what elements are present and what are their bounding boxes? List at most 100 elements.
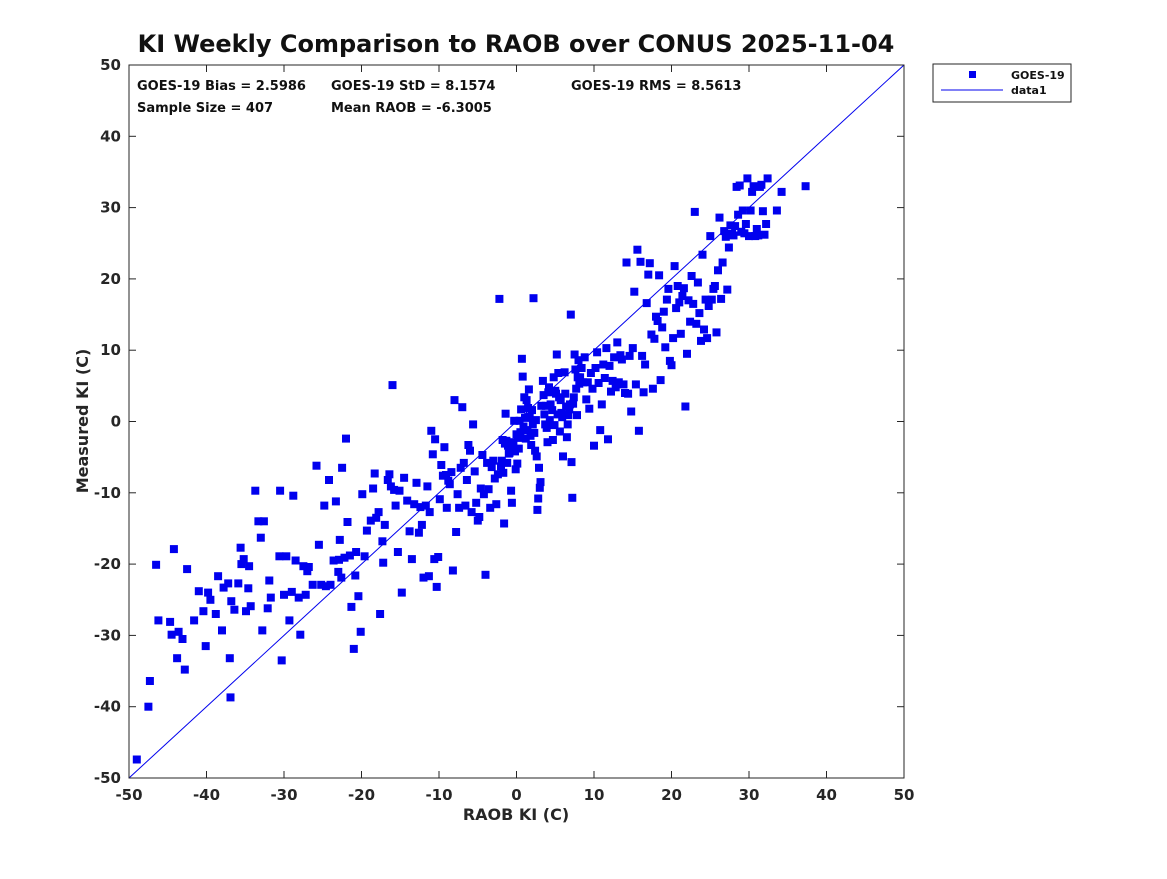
data-point	[572, 384, 581, 393]
data-point	[132, 755, 141, 764]
data-point	[388, 381, 397, 390]
data-point	[650, 334, 659, 343]
data-point	[528, 406, 536, 415]
data-point	[611, 383, 620, 392]
data-point	[524, 385, 533, 394]
data-point	[356, 627, 365, 636]
data-point	[453, 490, 462, 499]
data-point	[227, 597, 236, 606]
data-point	[230, 605, 239, 614]
data-point	[552, 350, 561, 359]
data-point	[673, 282, 682, 290]
data-point	[517, 405, 526, 414]
data-point	[266, 593, 275, 602]
data-point	[545, 383, 553, 392]
x-tick-label: -20	[348, 786, 375, 804]
data-point	[636, 257, 645, 266]
data-point	[509, 438, 518, 447]
data-point	[469, 420, 478, 429]
data-point	[529, 294, 538, 303]
data-point	[569, 399, 578, 408]
data-point	[555, 427, 564, 436]
data-point	[591, 364, 600, 372]
data-point	[698, 250, 707, 259]
data-point	[536, 478, 545, 487]
x-axis-label: RAOB KI (C)	[463, 805, 569, 824]
x-tick-label: 0	[511, 786, 521, 804]
y-tick-label: 0	[111, 413, 121, 431]
y-tick-label: -50	[94, 769, 121, 787]
data-point	[534, 494, 543, 503]
data-point	[326, 580, 335, 589]
data-point	[484, 485, 493, 494]
data-point	[664, 284, 673, 293]
data-point	[342, 434, 350, 443]
data-point	[624, 389, 633, 398]
stats-mean-raob: Mean RAOB = -6.3005	[331, 101, 492, 116]
data-point	[738, 206, 747, 215]
data-point	[442, 471, 450, 479]
data-point	[583, 378, 592, 387]
legend-box	[932, 63, 1072, 103]
data-point	[390, 485, 399, 494]
data-point	[670, 262, 679, 271]
data-point	[562, 433, 571, 442]
data-point	[516, 428, 525, 437]
data-point	[801, 182, 810, 191]
data-point	[749, 182, 758, 191]
data-point	[567, 458, 576, 467]
data-point	[372, 513, 381, 522]
data-point	[434, 553, 443, 561]
y-tick-label: 40	[100, 127, 121, 145]
data-point	[523, 426, 532, 435]
data-point	[246, 602, 255, 611]
data-point	[383, 476, 392, 484]
data-point	[715, 213, 724, 222]
data-point	[340, 553, 349, 562]
data-point	[692, 319, 701, 328]
data-point	[214, 572, 223, 581]
data-point	[772, 206, 781, 215]
data-point	[476, 484, 485, 493]
data-point	[616, 351, 625, 360]
data-point	[777, 187, 786, 196]
data-point	[521, 413, 529, 422]
data-point	[507, 498, 516, 507]
data-point	[763, 174, 772, 183]
data-point	[245, 562, 254, 571]
data-point	[475, 513, 484, 521]
data-point	[535, 483, 544, 492]
data-point	[314, 540, 323, 549]
data-point	[174, 627, 183, 636]
data-point	[537, 401, 546, 410]
data-point	[614, 378, 623, 387]
data-point	[539, 391, 548, 400]
data-point	[427, 426, 436, 435]
data-point	[554, 369, 563, 377]
data-point	[533, 505, 542, 514]
data-point	[752, 225, 761, 233]
data-point	[437, 461, 446, 469]
data-point	[689, 299, 698, 308]
reference-line-layer	[128, 64, 905, 779]
data-point	[582, 395, 591, 404]
data-point	[561, 389, 570, 398]
data-point	[522, 396, 531, 405]
data-point	[669, 334, 678, 343]
stats-sample-size: Sample Size = 407	[137, 101, 273, 116]
data-point	[510, 416, 519, 425]
data-point	[287, 587, 296, 596]
y-tick-label: -10	[94, 484, 121, 502]
data-point	[586, 369, 595, 377]
data-point	[385, 470, 394, 479]
y-tick-label: 30	[100, 199, 121, 217]
data-point	[641, 360, 650, 369]
data-point	[374, 508, 383, 517]
data-point	[464, 441, 473, 449]
data-point	[720, 227, 729, 236]
data-point	[206, 595, 215, 604]
data-point	[487, 463, 496, 472]
data-point	[239, 555, 248, 564]
data-point	[723, 285, 732, 294]
